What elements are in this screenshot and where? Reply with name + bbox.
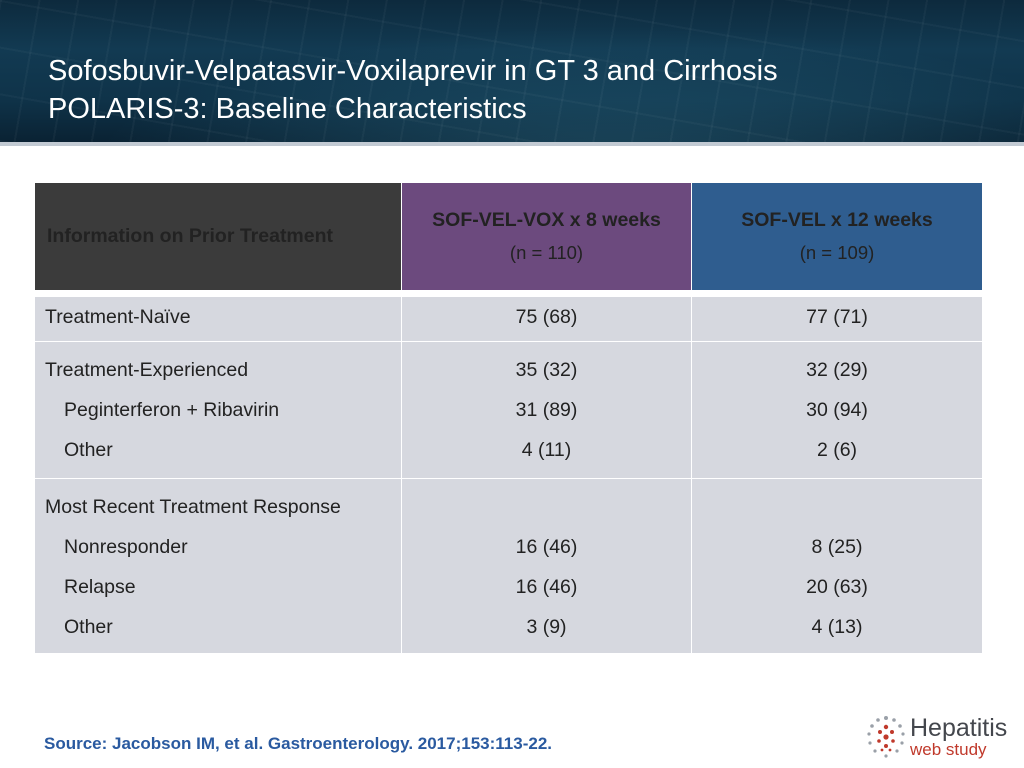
vel-value: 2 (6)	[816, 439, 858, 461]
row-label: Other	[64, 616, 113, 638]
row-label: Treatment-Experienced	[45, 359, 249, 381]
vox-value: 3 (9)	[526, 616, 567, 638]
source-citation: Source: Jacobson IM, et al. Gastroentero…	[44, 734, 552, 753]
hepatitis-web-study-logo: Hepatitis web study	[864, 712, 1014, 762]
header-sof-vel-vox-n: (n = 110)	[509, 242, 584, 263]
row-label: Most Recent Treatment Response	[45, 496, 341, 518]
vox-value: 16 (46)	[515, 576, 578, 598]
baseline-table: Information on Prior Treatment SOF-VEL-V…	[34, 182, 983, 654]
title-line-1: Sofosbuvir-Velpatasvir-Voxilaprevir in G…	[48, 55, 778, 87]
slide-title: Sofosbuvir-Velpatasvir-Voxilaprevir in G…	[48, 52, 778, 128]
header-sof-vel-vox-title: SOF-VEL-VOX x 8 weeks	[432, 209, 661, 231]
row-label: Peginterferon + Ribavirin	[64, 399, 280, 421]
vel-value: 4 (13)	[811, 616, 863, 638]
vox-value: 35 (32)	[515, 359, 578, 381]
vox-value: 31 (89)	[515, 399, 578, 421]
header-prior-treatment: Information on Prior Treatment	[34, 182, 402, 291]
vel-value: 8 (25)	[811, 536, 863, 558]
logo-web-study-text: web study	[910, 740, 987, 759]
table-header-row: Information on Prior Treatment SOF-VEL-V…	[34, 182, 983, 291]
row-label: Relapse	[64, 576, 136, 598]
vel-value: 32 (29)	[806, 359, 868, 381]
header-sof-vel-title: SOF-VEL x 12 weeks	[741, 209, 933, 231]
table-row: Treatment-Experienced Peginterferon + Ri…	[34, 341, 983, 479]
vox-value: 75 (68)	[515, 306, 578, 328]
vox-value: 4 (11)	[521, 439, 572, 461]
vel-value: 30 (94)	[806, 399, 868, 421]
title-banner: Sofosbuvir-Velpatasvir-Voxilaprevir in G…	[0, 0, 1024, 142]
row-label: Nonresponder	[64, 536, 188, 558]
vox-value	[402, 487, 691, 527]
header-sof-vel-vox: SOF-VEL-VOX x 8 weeks (n = 110)	[401, 182, 692, 291]
dots-logo-icon	[867, 716, 905, 758]
header-sof-vel: SOF-VEL x 12 weeks (n = 109)	[691, 182, 983, 291]
title-line-2: POLARIS-3: Baseline Characteristics	[48, 93, 527, 125]
vel-value	[692, 487, 982, 527]
vel-value: 20 (63)	[806, 576, 868, 598]
vel-value: 77 (71)	[806, 306, 868, 328]
table-row: Treatment-Naïve 75 (68) 77 (71)	[34, 296, 983, 342]
banner-divider	[0, 142, 1024, 146]
row-label: Treatment-Naïve	[45, 306, 191, 328]
logo-hepatitis-text: Hepatitis	[910, 714, 1008, 742]
vox-value: 16 (46)	[515, 536, 578, 558]
row-label: Other	[64, 439, 113, 461]
table-row: Most Recent Treatment Response Nonrespon…	[34, 478, 983, 654]
header-sof-vel-n: (n = 109)	[799, 242, 875, 263]
